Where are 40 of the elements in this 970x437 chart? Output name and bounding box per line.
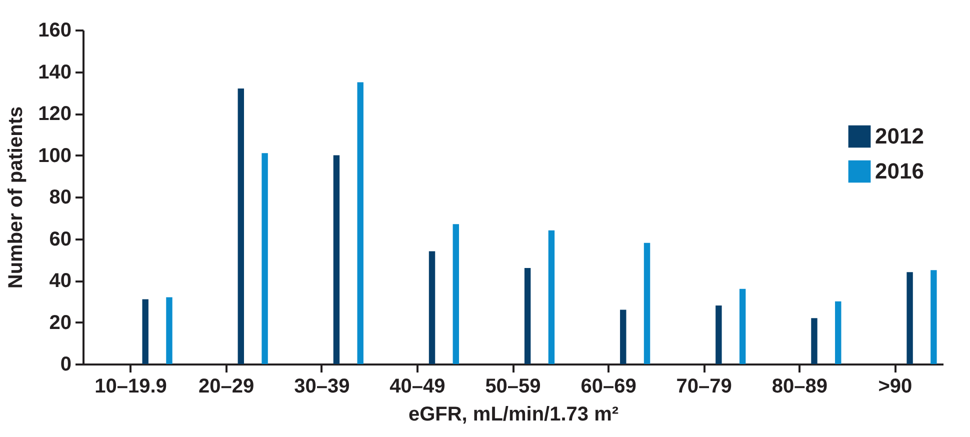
bar	[644, 242, 650, 364]
bar	[238, 88, 244, 364]
bar	[739, 288, 746, 364]
bar	[835, 301, 842, 364]
bar	[452, 224, 460, 364]
y-tick-label: 40	[49, 270, 72, 292]
bar	[548, 230, 555, 364]
y-tick-label: 100	[38, 144, 72, 167]
y-tick-label: 140	[38, 61, 72, 84]
bar	[906, 272, 913, 364]
y-tick-label: 20	[49, 312, 72, 334]
bar	[333, 155, 340, 364]
x-tick-label: 70–79	[676, 376, 732, 398]
bar	[930, 270, 937, 364]
x-tick-label: 20–29	[198, 376, 254, 398]
x-tick-label: 30–39	[294, 376, 350, 398]
x-tick-label: >90	[878, 376, 912, 398]
x-axis-title: eGFR, mL/min/1.73 m²	[408, 404, 619, 426]
y-tick-label: 0	[60, 354, 72, 376]
y-tick-label: 60	[49, 228, 72, 250]
bar	[620, 310, 626, 364]
legend-label: 2016	[875, 158, 924, 184]
x-tick-label: 10–19.9	[94, 376, 167, 398]
x-tick-label: 40–49	[390, 376, 446, 398]
y-tick-label: 80	[49, 186, 72, 208]
bar	[357, 82, 364, 364]
y-tick-label: 160	[38, 20, 72, 42]
bar	[716, 306, 722, 364]
x-tick-label: 50–59	[485, 376, 541, 398]
bar	[166, 297, 172, 364]
y-tick-label: 120	[38, 103, 72, 125]
legend-label: 2012	[875, 124, 924, 148]
x-tick-label: 80–89	[772, 376, 828, 398]
bar	[262, 153, 268, 364]
bar	[428, 251, 436, 364]
bar	[524, 268, 531, 364]
bar	[142, 299, 148, 364]
y-axis-title: Number of patients	[5, 106, 28, 289]
bar	[811, 318, 818, 364]
x-tick-label: 60–69	[580, 376, 636, 398]
